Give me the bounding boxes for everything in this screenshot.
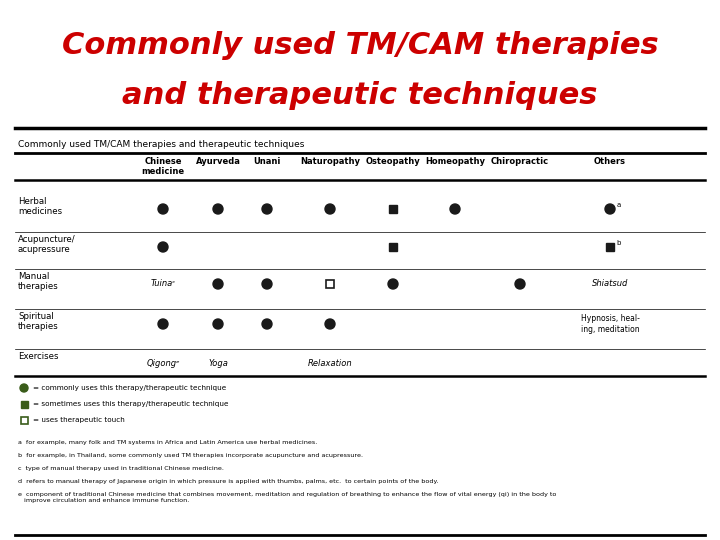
Text: Naturopathy: Naturopathy: [300, 157, 360, 166]
Bar: [20, 416, 27, 423]
Text: e  component of traditional Chinese medicine that combines movement, meditation : e component of traditional Chinese medic…: [18, 492, 557, 503]
Text: Tuinaᶜ: Tuinaᶜ: [150, 280, 176, 288]
Text: Qigongᵉ: Qigongᵉ: [146, 360, 180, 368]
Text: Chiropractic: Chiropractic: [491, 157, 549, 166]
Text: Herbal
medicines: Herbal medicines: [18, 197, 62, 217]
Bar: [389, 243, 397, 251]
Circle shape: [158, 204, 168, 214]
Text: Exercises: Exercises: [18, 352, 58, 361]
Text: d  refers to manual therapy of Japanese origin in which pressure is applied with: d refers to manual therapy of Japanese o…: [18, 479, 438, 484]
Text: Chinese
medicine: Chinese medicine: [141, 157, 184, 177]
Circle shape: [262, 319, 272, 329]
Text: Osteopathy: Osteopathy: [366, 157, 420, 166]
Text: Hypnosis, heal-
ing, meditation: Hypnosis, heal- ing, meditation: [580, 314, 639, 334]
Circle shape: [325, 319, 335, 329]
Text: = sometimes uses this therapy/therapeutic technique: = sometimes uses this therapy/therapeuti…: [33, 401, 228, 407]
Circle shape: [213, 204, 223, 214]
Text: Spiritual
therapies: Spiritual therapies: [18, 312, 59, 332]
Bar: [606, 243, 614, 251]
Circle shape: [158, 319, 168, 329]
Text: Yoga: Yoga: [208, 360, 228, 368]
Text: Ayurveda: Ayurveda: [196, 157, 240, 166]
Bar: [389, 205, 397, 213]
Circle shape: [158, 242, 168, 252]
Text: Shiatsud: Shiatsud: [592, 280, 628, 288]
Circle shape: [213, 279, 223, 289]
Circle shape: [262, 279, 272, 289]
Text: b  for example, in Thailand, some commonly used TM therapies incorporate acupunc: b for example, in Thailand, some commonl…: [18, 453, 363, 458]
Text: Homeopathy: Homeopathy: [425, 157, 485, 166]
Text: and therapeutic techniques: and therapeutic techniques: [122, 80, 598, 110]
Circle shape: [213, 319, 223, 329]
Circle shape: [20, 384, 28, 392]
Circle shape: [388, 279, 398, 289]
Circle shape: [450, 204, 460, 214]
Text: Commonly used TM/CAM therapies: Commonly used TM/CAM therapies: [62, 30, 658, 59]
Bar: [20, 401, 27, 408]
Circle shape: [325, 204, 335, 214]
Text: Manual
therapies: Manual therapies: [18, 272, 59, 292]
Text: a  for example, many folk and TM systems in Africa and Latin America use herbal : a for example, many folk and TM systems …: [18, 440, 318, 445]
Text: Acupuncture/
acupressure: Acupuncture/ acupressure: [18, 235, 76, 254]
Text: c  type of manual therapy used in traditional Chinese medicine.: c type of manual therapy used in traditi…: [18, 466, 224, 471]
Text: Commonly used TM/CAM therapies and therapeutic techniques: Commonly used TM/CAM therapies and thera…: [18, 140, 305, 149]
Text: = uses therapeutic touch: = uses therapeutic touch: [33, 417, 125, 423]
Text: a: a: [617, 202, 621, 208]
Circle shape: [605, 204, 615, 214]
Circle shape: [515, 279, 525, 289]
Text: b: b: [616, 240, 621, 246]
Bar: [326, 280, 334, 288]
Text: = commonly uses this therapy/therapeutic technique: = commonly uses this therapy/therapeutic…: [33, 385, 226, 391]
Circle shape: [262, 204, 272, 214]
Text: Unani: Unani: [253, 157, 281, 166]
Text: Relaxation: Relaxation: [307, 360, 352, 368]
Text: Others: Others: [594, 157, 626, 166]
